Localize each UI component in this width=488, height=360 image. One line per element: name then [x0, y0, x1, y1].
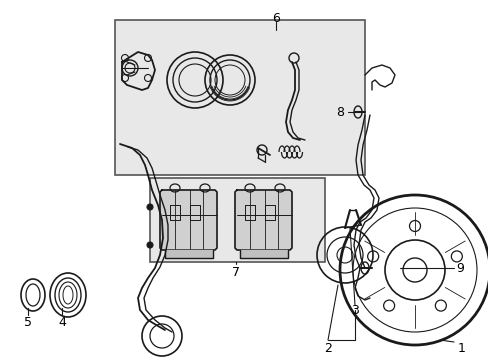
Text: 8: 8 [335, 105, 343, 118]
Text: 7: 7 [231, 266, 240, 279]
Polygon shape [235, 190, 291, 250]
Text: 9: 9 [455, 261, 463, 275]
Text: 2: 2 [324, 342, 331, 355]
Bar [150, 178, 325, 262]
Bar [115, 20, 364, 175]
Text: 3: 3 [350, 303, 358, 316]
Polygon shape [160, 190, 217, 250]
Polygon shape [240, 250, 287, 258]
Polygon shape [164, 250, 213, 258]
Circle shape [147, 204, 153, 210]
Text: 6: 6 [271, 12, 279, 24]
Text: 5: 5 [24, 315, 32, 328]
Circle shape [147, 242, 153, 248]
Text: 4: 4 [58, 315, 66, 328]
Text: 1: 1 [457, 342, 465, 355]
